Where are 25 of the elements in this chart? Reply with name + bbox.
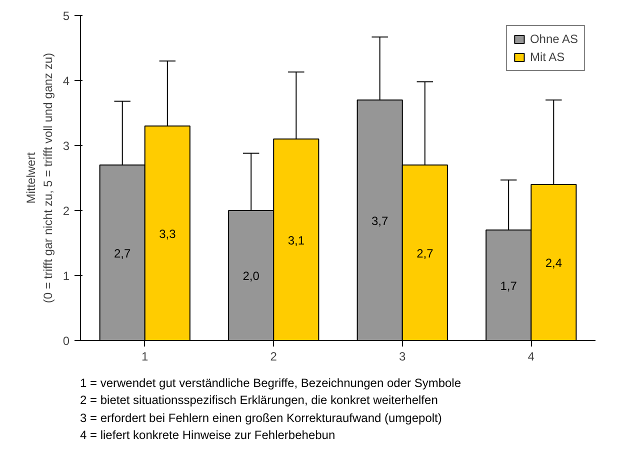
y-tick-label: 3 [62, 139, 70, 153]
data-label: 3,7 [372, 214, 389, 228]
data-label: 2,7 [114, 246, 132, 260]
x-tick-label: 3 [399, 350, 406, 364]
y-tick-label: 5 [62, 9, 70, 23]
legend-label: Mit AS [530, 50, 565, 64]
text: 2 = bietet situationsspezifisch Erklärungen, die konkret weiterhelfen [80, 392, 439, 410]
x-tick-label: 2 [270, 350, 278, 364]
text: 4 = liefert konkrete Hinweise zur Fehlerbehebun [80, 427, 336, 444]
data-label: 2,7 [416, 246, 434, 260]
text: 1 = verwendet gut verständliche Begriffe, Bezeichnungen oder Symbole [80, 375, 462, 392]
y-tick-label: 1 [62, 269, 70, 283]
y-tick-label: 4 [62, 74, 70, 88]
data-label: 1,7 [500, 278, 518, 293]
data-label: 3,3 [159, 226, 176, 241]
x-tick-label: 4 [528, 350, 535, 364]
legend-label: Ohne AS [530, 32, 578, 46]
x-tick-label: 1 [142, 350, 149, 364]
data-label: 3,1 [288, 233, 305, 248]
data-label: 2,4 [545, 256, 562, 270]
text: 3 = erfordert bei Fehlern einen großen Korrekturaufwand (umgepolt) [80, 410, 443, 427]
y-axis-title: Mittelwert (0 = trifft gar nicht zu, 5 = trifft voll und ganz zu) [24, 52, 55, 304]
y-tick-label: 2 [62, 204, 70, 218]
data-label: 2,0 [242, 269, 260, 283]
y-tick-label: 0 [62, 334, 70, 348]
